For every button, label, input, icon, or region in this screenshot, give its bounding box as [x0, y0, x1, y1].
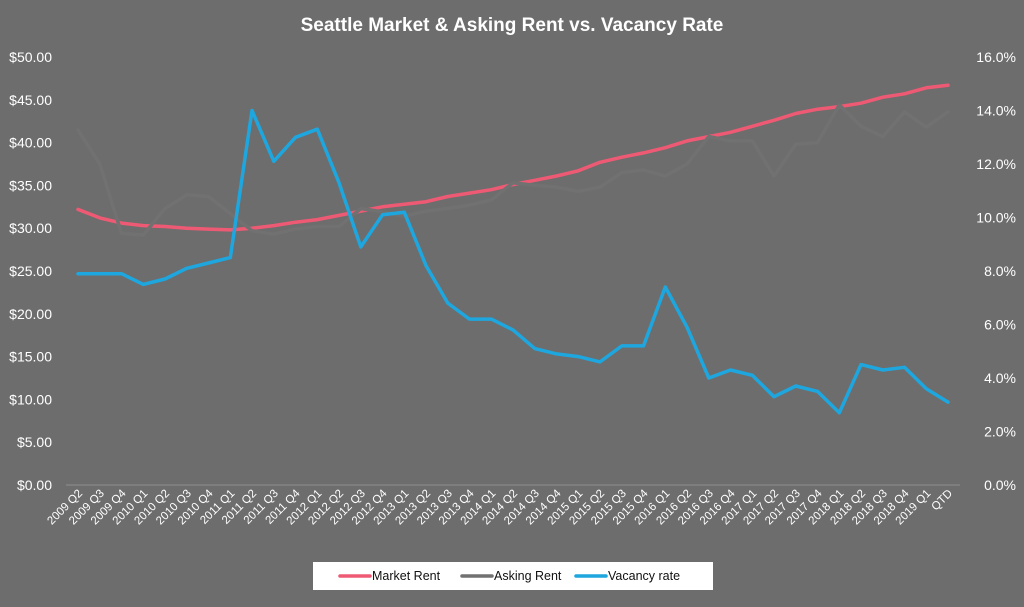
legend-label-asking-rent: Asking Rent [494, 569, 562, 583]
series-line-market-rent [76, 83, 950, 232]
y-right-tick-label: 0.0% [984, 477, 1016, 493]
y-left-tick-label: $0.00 [17, 477, 52, 493]
y-left-tick-label: $40.00 [9, 135, 52, 151]
legend-box [313, 562, 713, 590]
y-right-tick-label: 14.0% [976, 103, 1016, 119]
y-left-tick-label: $15.00 [9, 349, 52, 365]
y-left-tick-label: $25.00 [9, 263, 52, 279]
legend-label-market-rent: Market Rent [372, 569, 441, 583]
series-line-vacancy-rate [76, 108, 950, 415]
y-right-tick-label: 6.0% [984, 317, 1016, 333]
y-left-tick-label: $10.00 [9, 391, 52, 407]
y-right-tick-label: 4.0% [984, 370, 1016, 386]
y-left-tick-label: $45.00 [9, 92, 52, 108]
y-right-tick-label: 10.0% [976, 210, 1016, 226]
legend-label-vacancy-rate: Vacancy rate [608, 569, 680, 583]
y-left-tick-label: $30.00 [9, 220, 52, 236]
y-axis-left: $0.00 $5.00 $10.00 $15.00 $20.00 $25.00 $30.00… [9, 49, 52, 493]
chart-title: Seattle Market & Asking Rent vs. Vacancy… [301, 15, 724, 36]
y-left-tick-label: $5.00 [17, 434, 52, 450]
y-left-tick-label: $20.00 [9, 306, 52, 322]
y-right-tick-label: 12.0% [976, 156, 1016, 172]
y-axis-right: 0.0% 2.0% 4.0% 6.0% 8.0% 10.0% 12.0% 14.0% 16.0% [976, 49, 1016, 493]
y-left-tick-label: $50.00 [9, 49, 52, 65]
y-right-tick-label: 2.0% [984, 424, 1016, 440]
legend: Market Rent Asking Rent Vacancy rate [313, 562, 713, 590]
y-right-tick-label: 16.0% [976, 49, 1016, 65]
series-layer [76, 83, 950, 415]
x-tick-label: QTD [929, 488, 955, 514]
series-line-asking-rent [76, 103, 950, 237]
y-left-tick-label: $35.00 [9, 177, 52, 193]
y-right-tick-label: 8.0% [984, 263, 1016, 279]
